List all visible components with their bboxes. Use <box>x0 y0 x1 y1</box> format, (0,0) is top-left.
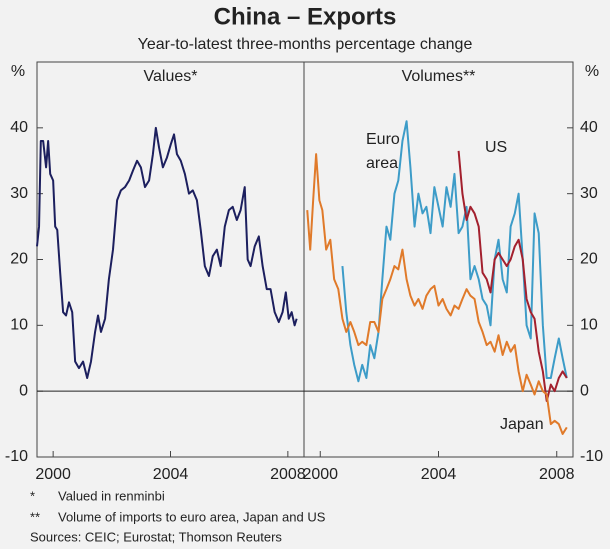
y-tick-label: 0 <box>580 382 589 399</box>
note-text: Volume of imports to euro area, Japan an… <box>58 509 326 524</box>
note-marker: ** <box>30 509 40 524</box>
y-tick-label: 40 <box>10 119 28 136</box>
note-marker: * <box>30 488 35 503</box>
plot-frame <box>36 61 574 458</box>
x-tick-label: 2004 <box>153 466 189 483</box>
series-label: Japan <box>500 416 544 433</box>
y-tick-label: 10 <box>580 317 598 334</box>
x-tick-label: 2008 <box>270 466 306 483</box>
y-tick-label: 0 <box>19 382 28 399</box>
y-tick-label: 40 <box>580 119 598 136</box>
y-tick-label: 30 <box>10 185 28 202</box>
y-axis-label: % <box>585 63 599 80</box>
series-line <box>457 150 568 403</box>
y-tick-label: 20 <box>10 251 28 268</box>
y-tick-label: -10 <box>580 448 603 465</box>
y-tick-label: -10 <box>5 448 28 465</box>
chart-title: China – Exports <box>214 3 397 30</box>
sources: Sources: CEIC; Eurostat; Thomson Reuters <box>30 529 282 544</box>
y-tick-label: 10 <box>10 317 28 334</box>
series-label: US <box>485 139 507 156</box>
x-tick-label: 2008 <box>539 466 575 483</box>
series-line <box>36 126 298 379</box>
panel-title: Values* <box>144 68 198 85</box>
panel-title: Volumes** <box>402 68 476 85</box>
x-tick-label: 2000 <box>302 466 338 483</box>
series-line <box>306 153 568 435</box>
chart-subtitle: Year-to-latest three-months percentage c… <box>138 36 473 53</box>
note-text: Valued in renminbi <box>58 488 165 503</box>
y-tick-label: 20 <box>580 251 598 268</box>
series-label: Euro area <box>366 131 400 172</box>
x-tick-label: 2004 <box>421 466 457 483</box>
y-axis-label: % <box>11 63 25 80</box>
x-tick-label: 2000 <box>35 466 71 483</box>
y-tick-label: 30 <box>580 185 598 202</box>
